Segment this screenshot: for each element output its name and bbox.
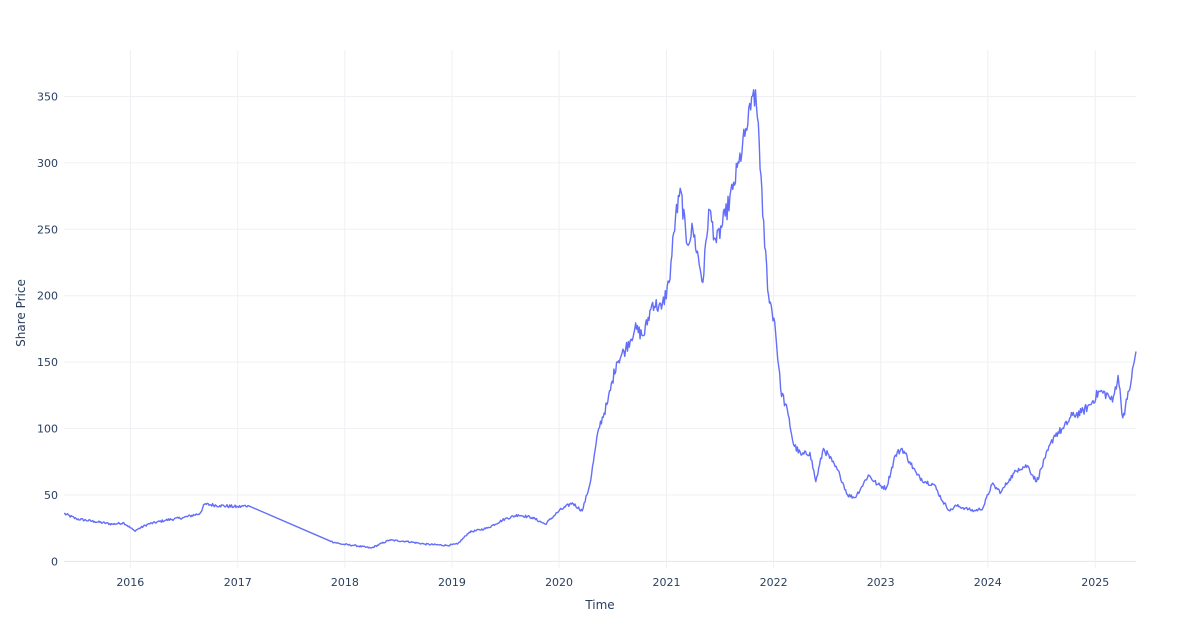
y-tick-label: 350 — [37, 90, 58, 103]
y-tick-label: 300 — [37, 157, 58, 170]
y-tick-label: 250 — [37, 223, 58, 236]
x-tick-label: 2024 — [974, 576, 1002, 589]
gridlines — [64, 50, 1136, 568]
x-tick-label: 2022 — [760, 576, 788, 589]
tick-labels: 0 50 100 150 200 250 300 350 2016 2017 2018 2019 202… — [37, 90, 1109, 589]
series-layer — [63, 89, 1137, 549]
x-tick-label: 2016 — [116, 576, 144, 589]
x-tick-label: 2019 — [438, 576, 466, 589]
x-tick-label: 2018 — [331, 576, 359, 589]
y-tick-label: 100 — [37, 423, 58, 436]
y-tick-label: 50 — [44, 489, 58, 502]
x-tick-label: 2017 — [224, 576, 252, 589]
x-tick-label: 2023 — [867, 576, 895, 589]
y-tick-label: 150 — [37, 356, 58, 369]
x-tick-label: 2021 — [652, 576, 680, 589]
share-price-line — [63, 89, 1137, 549]
x-axis-title: Time — [584, 598, 614, 612]
x-tick-label: 2020 — [545, 576, 573, 589]
x-tick-label: 2025 — [1081, 576, 1109, 589]
y-tick-label: 200 — [37, 290, 58, 303]
y-tick-label: 0 — [51, 555, 58, 568]
y-axis-title: Share Price — [14, 279, 28, 347]
